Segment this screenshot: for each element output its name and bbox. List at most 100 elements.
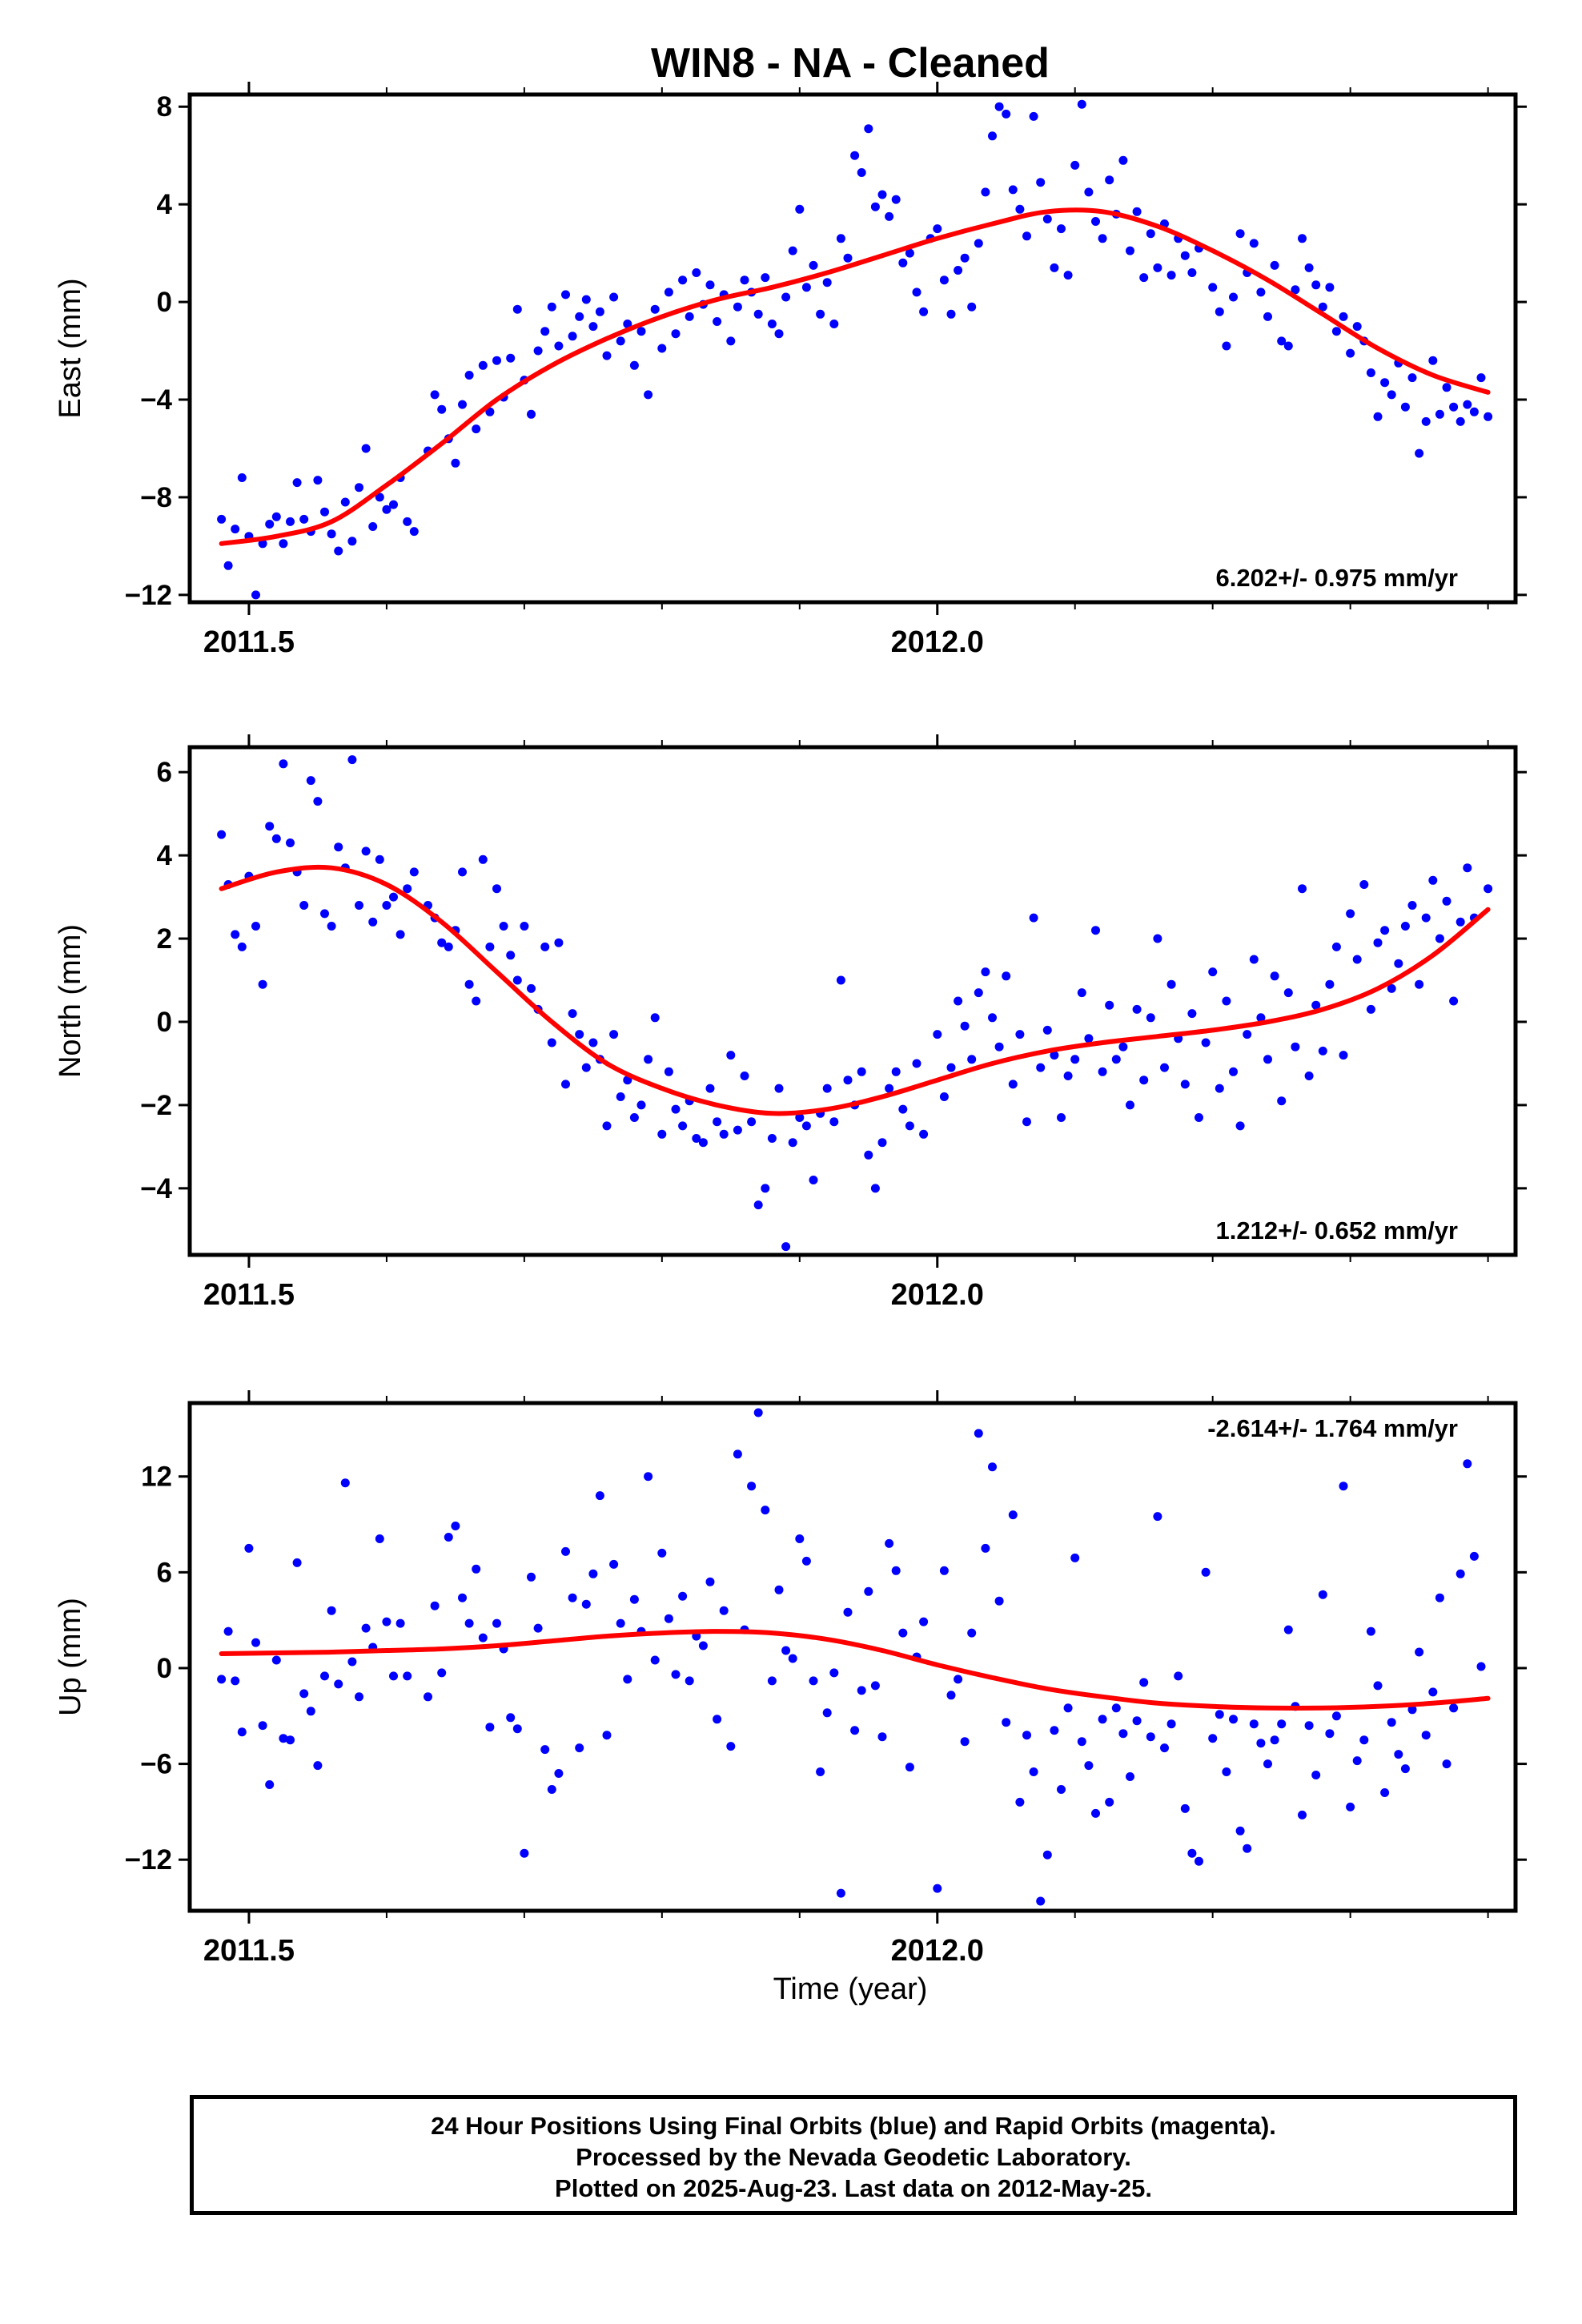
north-data-point <box>898 1104 908 1114</box>
up-data-point <box>954 1675 963 1684</box>
up-data-point <box>1084 1761 1094 1771</box>
north-data-point <box>629 1113 639 1122</box>
up-data-point <box>506 1713 516 1723</box>
north-data-point <box>801 1121 811 1131</box>
up-data-point <box>602 1731 612 1740</box>
east-data-point <box>774 329 784 339</box>
east-data-point <box>389 500 398 509</box>
east-data-point <box>954 266 963 275</box>
east-data-point <box>981 187 990 197</box>
up-data-point <box>1415 1647 1424 1657</box>
up-data-point <box>1160 1743 1169 1753</box>
east-data-point <box>657 344 667 353</box>
north-data-point <box>843 1076 853 1085</box>
up-data-point <box>801 1556 811 1566</box>
north-data-point <box>485 942 495 951</box>
east-data-point <box>1036 178 1046 187</box>
north-data-point <box>698 1138 708 1148</box>
north-data-point <box>1146 1013 1155 1023</box>
up-data-point <box>1022 1731 1031 1740</box>
north-data-point <box>347 755 357 765</box>
north-data-point <box>1215 1084 1224 1093</box>
north-data-point <box>829 1117 839 1127</box>
north-data-point <box>1249 955 1259 964</box>
up-data-point <box>1153 1512 1162 1522</box>
east-data-point <box>575 312 584 321</box>
north-data-point <box>719 1129 729 1139</box>
north-data-point <box>389 892 398 902</box>
north-data-point <box>396 930 405 939</box>
north-data-point <box>512 975 522 985</box>
north-data-point <box>891 1067 901 1076</box>
up-data-point <box>286 1735 295 1745</box>
up-data-point <box>1050 1726 1059 1735</box>
up-data-point <box>403 1671 412 1681</box>
north-data-point <box>1298 884 1307 894</box>
east-data-point <box>1126 246 1134 255</box>
east-data-point <box>271 512 281 521</box>
east-data-point <box>320 507 329 517</box>
north-data-point <box>437 938 447 947</box>
north-data-point <box>671 1104 681 1114</box>
north-data-point <box>1153 934 1162 943</box>
up-data-point <box>836 1888 845 1898</box>
east-data-point <box>1331 327 1341 336</box>
up-data-point <box>609 1559 619 1569</box>
up-data-point <box>616 1618 625 1628</box>
up-data-point <box>1187 1848 1197 1858</box>
east-data-point <box>554 341 564 351</box>
east-data-point <box>1105 175 1114 185</box>
north-data-point <box>575 1030 584 1039</box>
up-data-point <box>713 1715 722 1724</box>
up-data-point <box>1222 1767 1231 1776</box>
north-data-point <box>1229 1067 1238 1076</box>
east-data-point <box>472 424 481 434</box>
east-data-point <box>347 537 357 546</box>
up-data-point <box>1146 1732 1155 1742</box>
north-data-point <box>444 942 453 951</box>
footer-line-2: Processed by the Nevada Geodetic Laborat… <box>576 2143 1131 2171</box>
north-data-point <box>1091 926 1100 935</box>
north-data-point <box>382 901 391 910</box>
east-data-point <box>733 302 742 312</box>
east-data-point <box>1298 234 1307 243</box>
east-data-point <box>1249 239 1259 248</box>
north-data-point <box>933 1030 942 1039</box>
north-data-point <box>1002 971 1011 981</box>
up-data-point <box>1132 1716 1142 1726</box>
north-data-point <box>1449 996 1459 1006</box>
north-data-point <box>1442 896 1452 906</box>
north-data-point <box>602 1121 612 1131</box>
north-data-point <box>781 1242 791 1252</box>
up-data-point <box>1469 1551 1479 1561</box>
up-data-point <box>781 1646 791 1655</box>
up-data-point <box>877 1732 887 1742</box>
east-data-point <box>313 476 323 485</box>
up-data-point <box>588 1569 598 1578</box>
up-data-point <box>1208 1734 1218 1743</box>
east-data-point <box>753 309 763 319</box>
up-data-point <box>994 1596 1004 1606</box>
north-data-point <box>1380 926 1390 935</box>
north-data-point <box>547 1038 556 1047</box>
up-data-point <box>1195 1856 1203 1866</box>
footer-note-box: 24 Hour Positions Using Final Orbits (bl… <box>190 2095 1517 2215</box>
east-data-point <box>829 320 839 328</box>
up-ytick-label: −12 <box>125 1844 172 1876</box>
up-data-point <box>1105 1797 1114 1807</box>
east-ytick-label: −8 <box>140 482 172 513</box>
east-data-point <box>1435 409 1444 419</box>
up-data-point <box>1366 1626 1375 1636</box>
up-data-point <box>231 1676 240 1686</box>
up-ytick-label: 0 <box>157 1653 172 1684</box>
up-data-point <box>1304 1721 1314 1731</box>
east-data-point <box>355 483 363 493</box>
east-data-point <box>451 458 460 468</box>
up-data-point <box>237 1727 247 1737</box>
east-data-point <box>1022 231 1031 241</box>
up-data-point <box>485 1723 495 1732</box>
up-data-point <box>292 1558 302 1567</box>
up-data-point <box>279 1734 288 1743</box>
north-data-point <box>822 1084 832 1093</box>
east-data-point <box>403 517 412 526</box>
